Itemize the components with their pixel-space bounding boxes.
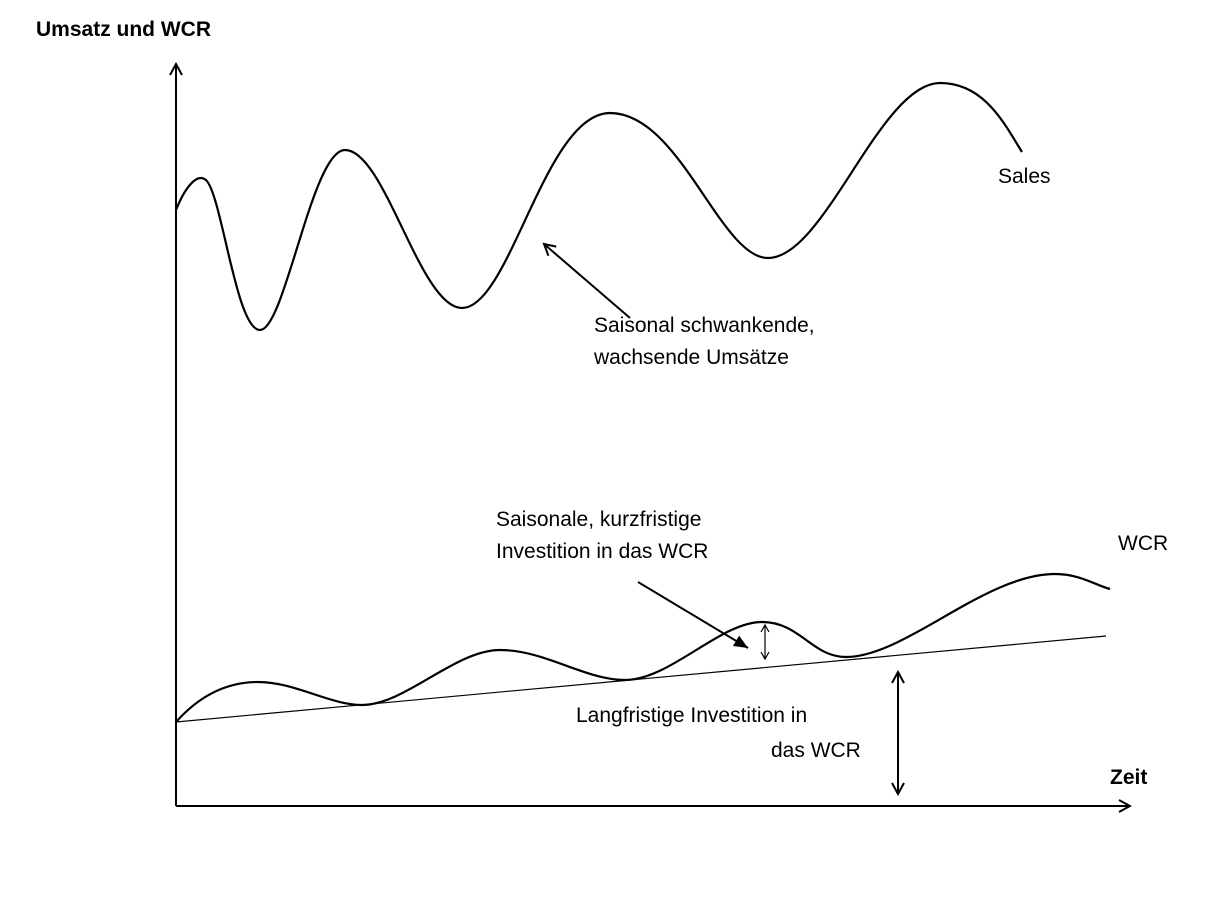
- x-axis-title: Zeit: [1110, 766, 1147, 789]
- wcr-trend-line: [175, 635, 1107, 723]
- sales-label: Sales: [998, 165, 1051, 188]
- seasonal-wcr-note-arrow: [637, 581, 749, 649]
- wcr-curve: [175, 572, 1111, 723]
- sales-note-line-2: wachsende Umsätze: [593, 346, 789, 369]
- sales-note-line-1: Saisonal schwankende,: [594, 314, 815, 337]
- wcr-label: WCR: [1118, 532, 1168, 555]
- sales-curve: [174, 81, 1023, 332]
- longterm-wcr-note-line-2: das WCR: [771, 739, 861, 762]
- longterm-wcr-note: Langfristige Investition in das WCR: [576, 704, 861, 762]
- seasonal-wcr-note: Saisonale, kurzfristige Investition in d…: [496, 508, 708, 563]
- longterm-wcr-note-line-1: Langfristige Investition in: [576, 704, 807, 727]
- seasonal-wcr-note-line-1: Saisonale, kurzfristige: [496, 508, 701, 531]
- y-axis-title: Umsatz und WCR: [36, 18, 211, 41]
- seasonal-wcr-note-line-2: Investition in das WCR: [496, 540, 708, 563]
- sales-note: Saisonal schwankende, wachsende Umsätze: [593, 314, 821, 369]
- sales-note-arrow: [544, 244, 631, 319]
